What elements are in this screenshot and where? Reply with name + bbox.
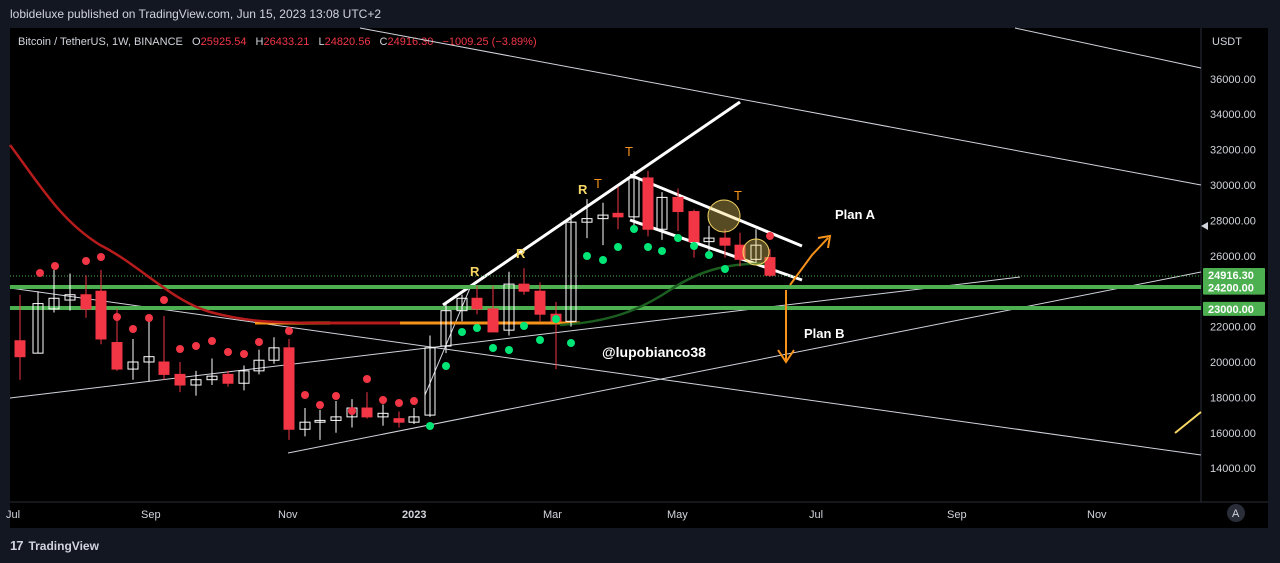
low-value: 24820.56: [324, 36, 371, 48]
close-value: 24916.30: [387, 36, 434, 48]
change-value: −1009.25 (−3.89%): [442, 36, 537, 48]
chart-area[interactable]: [10, 28, 1268, 528]
low-label: L: [318, 36, 325, 48]
footer: 17 TradingView: [10, 538, 99, 553]
footer-brand: TradingView: [28, 538, 99, 553]
high-value: 26433.21: [263, 36, 310, 48]
high-label: H: [255, 36, 264, 48]
open-label: O: [192, 36, 201, 48]
tradingview-logo-icon: 17: [10, 538, 24, 553]
publisher-info: lobideluxe published on TradingView.com,…: [10, 7, 382, 21]
open-value: 25925.54: [200, 36, 247, 48]
symbol-title: Bitcoin / TetherUS, 1W, BINANCE: [18, 36, 183, 48]
symbol-legend: Bitcoin / TetherUS, 1W, BINANCE O25925.5…: [18, 36, 543, 48]
top-bar: lobideluxe published on TradingView.com,…: [0, 0, 1280, 28]
